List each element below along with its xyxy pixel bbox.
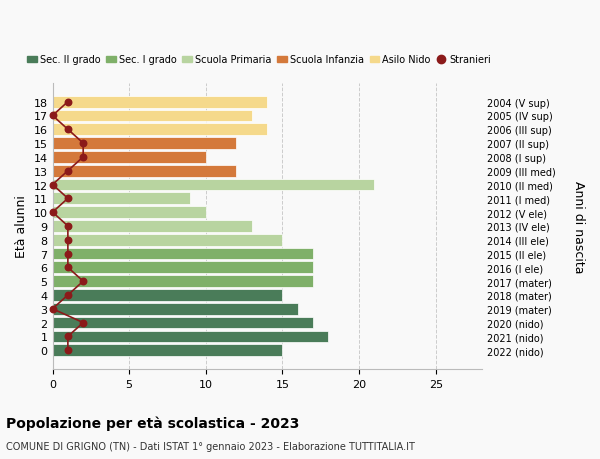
Point (79, 154, 88, 161)
Point (48, 209, 58, 216)
Point (63, 291, 73, 299)
Bar (53, 207, 206, 218)
Point (79, 319, 88, 326)
Bar (53, 345, 283, 356)
Point (63, 195, 73, 202)
Bar (53, 235, 283, 246)
Bar (53, 248, 313, 260)
Point (63, 264, 73, 271)
Bar (53, 317, 313, 329)
Bar (53, 331, 328, 342)
Bar (53, 290, 283, 301)
Legend: Sec. II grado, Sec. I grado, Scuola Primaria, Scuola Infanzia, Asilo Nido, Stran: Sec. II grado, Sec. I grado, Scuola Prim… (23, 51, 495, 69)
Point (48, 305, 58, 313)
Point (48, 181, 58, 189)
Point (63, 168, 73, 175)
Bar (53, 110, 252, 122)
Point (79, 140, 88, 147)
Point (63, 236, 73, 244)
Point (63, 126, 73, 134)
Bar (53, 124, 267, 136)
Point (63, 333, 73, 340)
Bar (53, 303, 298, 315)
Point (63, 250, 73, 257)
Text: COMUNE DI GRIGNO (TN) - Dati ISTAT 1° gennaio 2023 - Elaborazione TUTTITALIA.IT: COMUNE DI GRIGNO (TN) - Dati ISTAT 1° ge… (6, 441, 415, 451)
Point (63, 99, 73, 106)
Bar (53, 179, 374, 191)
Y-axis label: Anni di nascita: Anni di nascita (572, 180, 585, 273)
Point (63, 223, 73, 230)
Text: Popolazione per età scolastica - 2023: Popolazione per età scolastica - 2023 (6, 415, 299, 430)
Bar (53, 138, 236, 150)
Bar (53, 96, 267, 108)
Point (48, 112, 58, 120)
Bar (53, 193, 190, 205)
Bar (53, 276, 313, 287)
Point (79, 278, 88, 285)
Bar (53, 166, 236, 177)
Point (63, 347, 73, 354)
Y-axis label: Età alunni: Età alunni (15, 195, 28, 258)
Bar (53, 221, 252, 232)
Bar (53, 151, 206, 163)
Bar (53, 262, 313, 274)
